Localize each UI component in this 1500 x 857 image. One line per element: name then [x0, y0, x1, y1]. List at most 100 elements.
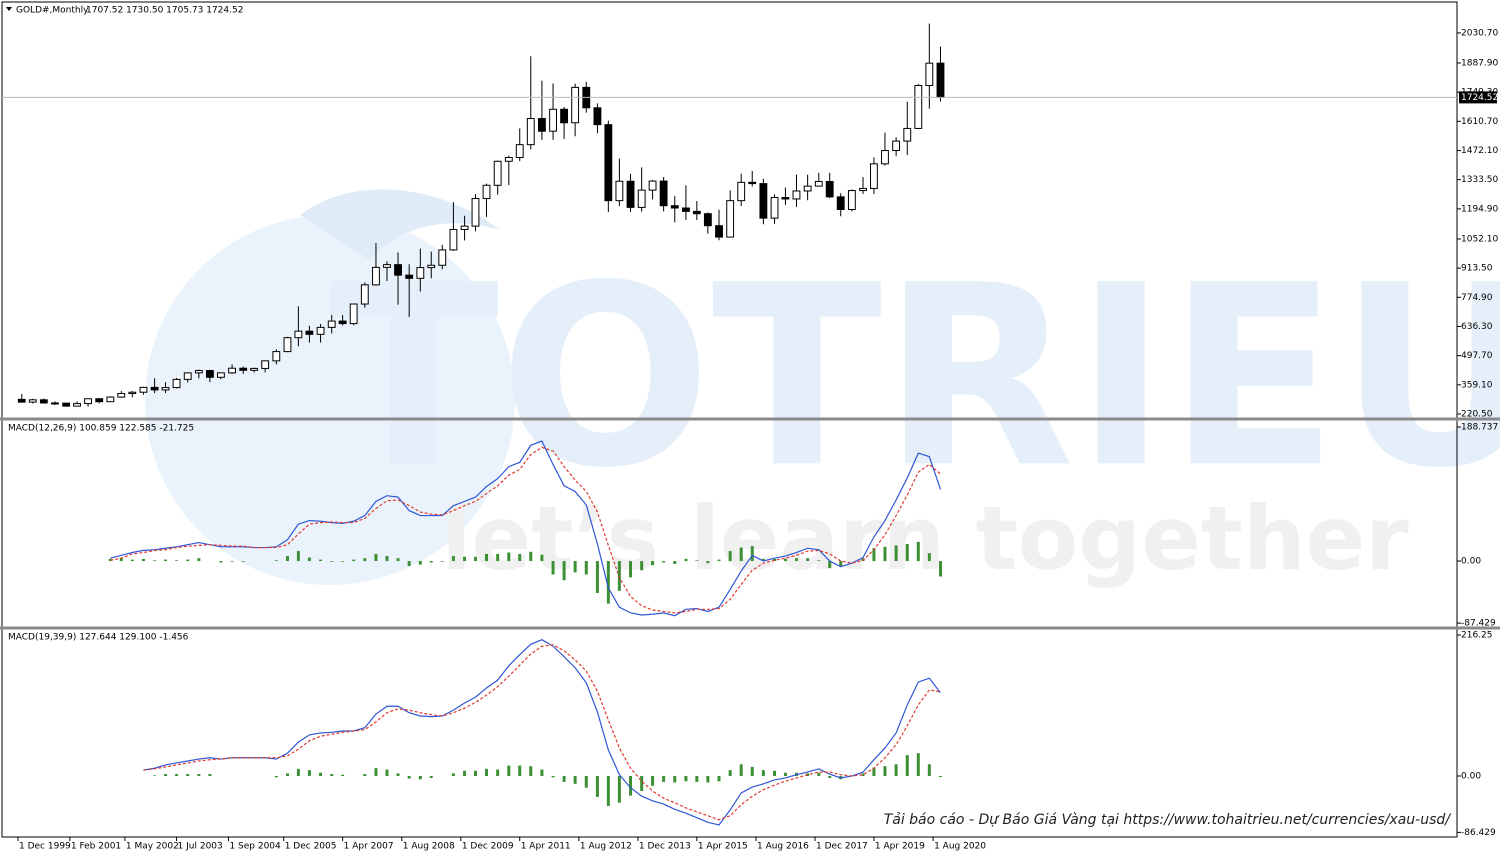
candle-body	[549, 108, 557, 132]
histogram-bar	[573, 561, 577, 573]
panel-separator	[0, 417, 1500, 421]
candle-body	[571, 86, 580, 124]
candle-body	[770, 196, 779, 219]
candle	[250, 367, 259, 373]
histogram-bar	[418, 776, 422, 780]
histogram-bar	[274, 560, 278, 562]
histogram-bar	[551, 561, 555, 575]
histogram-bar	[629, 561, 633, 578]
histogram-bar	[750, 766, 754, 777]
histogram-bar	[606, 776, 610, 807]
histogram-bar	[839, 561, 843, 567]
histogram-bar	[695, 560, 699, 562]
watermark: TOTRIEU let’s learn together	[145, 189, 1500, 590]
histogram-bar	[485, 768, 489, 777]
indicator-title: MACD(19,39,9) 127.644 129.100 -1.456	[8, 633, 189, 643]
candle-body	[781, 196, 790, 200]
y-tick-label: 0.00	[1461, 772, 1481, 782]
candle	[261, 360, 270, 373]
histogram-bar	[938, 561, 942, 577]
chart-subtitle: 1707.52 1730.50 1705.73 1724.52	[86, 6, 243, 16]
candle	[438, 244, 447, 270]
candle	[814, 172, 823, 187]
histogram-bar	[706, 776, 710, 783]
candle	[217, 372, 225, 380]
candle-body	[383, 264, 391, 268]
histogram-bar	[407, 561, 411, 566]
candle	[449, 202, 458, 251]
current-price-box	[1459, 91, 1497, 104]
histogram-bar	[728, 551, 732, 562]
candle	[194, 369, 203, 379]
histogram-bar	[153, 775, 157, 777]
x-tick-label: 1 Dec 2005	[285, 842, 337, 852]
histogram-bar	[927, 553, 931, 562]
histogram-bar	[175, 560, 179, 562]
histogram-bar	[274, 776, 278, 778]
candle-body	[881, 150, 889, 165]
x-tick-label: 1 Aug 2012	[580, 842, 632, 852]
histogram-bar	[662, 776, 666, 782]
histogram-bar	[175, 774, 179, 777]
histogram-bar	[141, 558, 145, 562]
candle-body	[726, 200, 735, 238]
candle	[703, 212, 712, 234]
candle	[903, 101, 912, 155]
candle-body	[316, 326, 325, 335]
candle	[95, 398, 104, 404]
histogram-bar	[695, 776, 699, 782]
candle	[117, 390, 126, 398]
histogram-bar	[451, 773, 455, 777]
candle-body	[106, 396, 115, 403]
candle	[549, 83, 557, 140]
histogram-bar	[507, 552, 511, 562]
histogram-bar	[241, 561, 245, 562]
histogram-bar	[164, 559, 168, 562]
x-tick-label: 1 Apr 2019	[875, 842, 925, 852]
candle	[139, 386, 148, 395]
x-tick-label: 1 Apr 2011	[521, 842, 571, 852]
current-price-label: 1724.52	[1461, 93, 1498, 103]
candle-body	[217, 372, 225, 378]
candle-body	[803, 185, 812, 192]
watermark-flame	[300, 189, 500, 260]
candle-body	[283, 337, 292, 353]
histogram-bar	[750, 546, 754, 562]
candle-body	[593, 107, 602, 126]
candle-body	[482, 184, 491, 200]
candle-body	[51, 402, 59, 405]
histogram-bar	[883, 766, 887, 777]
candle-body	[150, 386, 159, 391]
histogram-bar	[330, 774, 334, 777]
signal-line	[110, 446, 941, 614]
candle-body	[792, 190, 801, 200]
candle	[394, 252, 402, 305]
candle	[128, 390, 137, 398]
histogram-bar	[595, 776, 599, 797]
y-tick-label: 2030.70	[1461, 28, 1498, 38]
candle-body	[626, 180, 635, 208]
candle	[84, 398, 92, 407]
candle-body	[183, 372, 192, 380]
histogram-bar	[739, 547, 743, 562]
candle-body	[526, 118, 535, 146]
candle-body	[239, 367, 248, 371]
candle-body	[682, 207, 690, 212]
histogram-bar	[872, 548, 876, 562]
histogram-bar	[518, 553, 522, 562]
histogram-bar	[573, 776, 577, 784]
indicator-title: MACD(12,26,9) 100.859 122.585 -21.725	[8, 424, 194, 434]
candle	[283, 336, 292, 353]
histogram-bar	[761, 770, 765, 777]
candle-body	[261, 360, 270, 369]
histogram-bar	[916, 753, 920, 777]
candle	[51, 401, 59, 406]
histogram-bar	[662, 561, 666, 563]
histogram-bar	[629, 776, 633, 796]
histogram-bar	[374, 768, 378, 777]
candle-body	[84, 398, 92, 405]
histogram-bar	[761, 558, 765, 562]
y-tick-label: 774.90	[1461, 293, 1493, 303]
